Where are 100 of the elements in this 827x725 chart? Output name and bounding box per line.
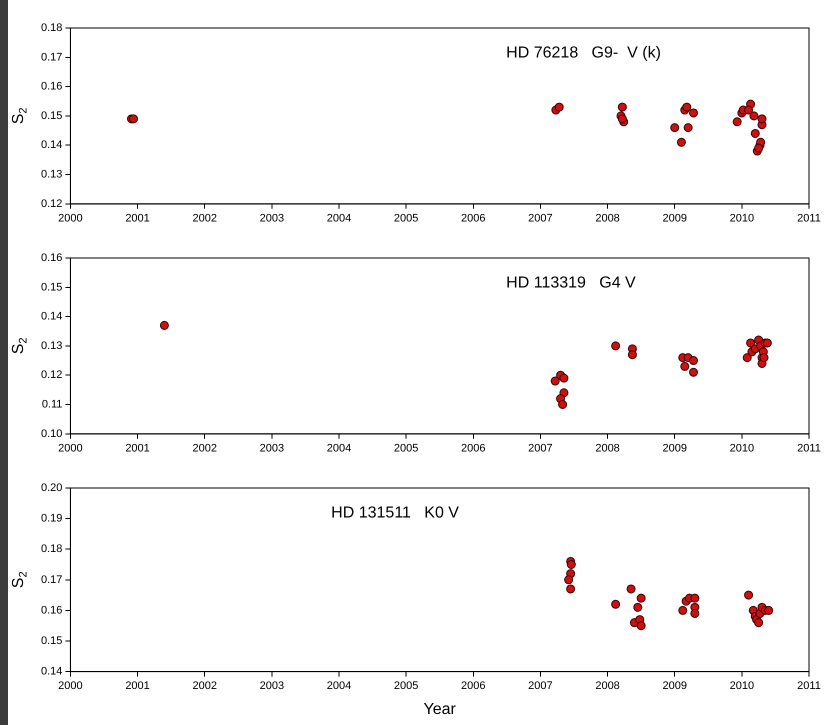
point (628, 350, 637, 360)
point (678, 606, 688, 615)
point (746, 338, 756, 348)
y-tick-label: 0.16 (40, 604, 62, 616)
point (618, 102, 627, 112)
point (566, 560, 576, 569)
point (554, 102, 564, 112)
x-tick-label: 2010 (730, 212, 754, 224)
point (689, 108, 698, 118)
point (754, 618, 764, 628)
y-tick-label: 0.17 (40, 51, 62, 64)
x-tick-label: 2011 (797, 680, 821, 692)
x-tick-label: 2002 (192, 442, 217, 454)
y-tick-label: 0.19 (40, 512, 62, 525)
x-tick-label: 2004 (326, 212, 352, 224)
y-tick-label: 0.12 (40, 369, 62, 382)
x-tick-label: 2010 (730, 680, 754, 692)
x-tick-label: 2005 (394, 212, 418, 224)
point (566, 584, 576, 594)
y-axis-title: S2 (10, 108, 30, 124)
y-tick-label: 0.16 (40, 252, 62, 264)
point (636, 594, 646, 603)
point (750, 128, 760, 138)
y-tick-label: 0.15 (40, 281, 62, 294)
point (633, 602, 642, 612)
y-tick-label: 0.13 (40, 340, 62, 352)
y-tick-label: 0.10 (40, 428, 62, 440)
point (558, 400, 568, 409)
x-tick-label: 2005 (394, 680, 418, 692)
annotation: HD 76218 G9- V (k) (506, 44, 661, 62)
y-tick-label: 0.12 (40, 198, 62, 210)
x-tick-label: 2000 (58, 212, 83, 224)
x-tick-label: 2009 (662, 442, 687, 454)
point (684, 123, 693, 132)
y-tick-label: 0.14 (40, 666, 62, 678)
x-tick-label: 2008 (595, 442, 620, 454)
point (754, 144, 764, 153)
point (742, 353, 752, 362)
point (129, 114, 138, 124)
x-tick-label: 2011 (797, 442, 821, 454)
x-tick-label: 2005 (394, 442, 418, 454)
x-tick-label: 2000 (58, 680, 83, 692)
point (670, 123, 680, 132)
point (689, 368, 698, 377)
x-tick-label: 2003 (260, 680, 284, 692)
x-axis-title: Year (424, 700, 457, 718)
point (760, 353, 769, 362)
annotation: HD 113319 G4 V (506, 274, 636, 292)
point (160, 320, 169, 330)
x-tick-label: 2006 (461, 680, 486, 692)
point (758, 114, 766, 124)
point (611, 600, 620, 609)
x-tick-label: 2000 (58, 442, 83, 454)
point (764, 606, 774, 615)
y-tick-label: 0.16 (40, 80, 62, 93)
y-axis-title: S2 (10, 338, 30, 354)
x-tick-label: 2001 (125, 212, 150, 224)
point (682, 102, 692, 112)
x-tick-label: 2002 (192, 680, 217, 692)
x-tick-label: 2008 (595, 680, 620, 692)
point (744, 590, 754, 600)
point (732, 117, 742, 126)
point (626, 584, 636, 594)
point (690, 594, 700, 603)
x-tick-label: 2007 (528, 212, 553, 224)
x-tick-label: 2002 (192, 212, 217, 224)
x-tick-label: 2003 (260, 212, 284, 224)
y-tick-label: 0.15 (40, 635, 62, 648)
y-tick-label: 0.14 (40, 139, 62, 152)
x-tick-label: 2004 (326, 680, 352, 692)
y-tick-label: 0.20 (40, 482, 62, 494)
x-tick-label: 2010 (730, 442, 754, 454)
x-tick-label: 2011 (797, 212, 821, 224)
y-tick-label: 0.18 (40, 543, 62, 556)
x-tick-label: 2009 (662, 680, 687, 692)
y-tick-label: 0.17 (40, 574, 62, 586)
x-tick-label: 2001 (125, 442, 150, 454)
x-tick-label: 2004 (326, 442, 352, 454)
annotation: HD 131511 K0 V (331, 504, 460, 522)
point (676, 138, 686, 147)
point (550, 376, 560, 386)
point (680, 362, 690, 371)
x-tick-label: 2007 (528, 442, 553, 454)
y-tick-label: 0.13 (40, 168, 62, 181)
point (690, 608, 700, 618)
point (611, 341, 620, 350)
point (689, 356, 698, 366)
x-tick-label: 2009 (662, 212, 687, 224)
point (564, 575, 574, 584)
point (749, 111, 758, 120)
point (618, 114, 627, 124)
x-tick-label: 2008 (595, 212, 620, 224)
x-tick-label: 2006 (461, 212, 486, 224)
point (636, 621, 646, 630)
y-axis-title: S2 (10, 571, 30, 588)
y-tick-label: 0.15 (40, 110, 62, 122)
point (744, 106, 754, 115)
x-tick-label: 2007 (528, 680, 553, 692)
y-tick-label: 0.14 (40, 310, 62, 323)
x-tick-label: 2006 (461, 442, 486, 454)
